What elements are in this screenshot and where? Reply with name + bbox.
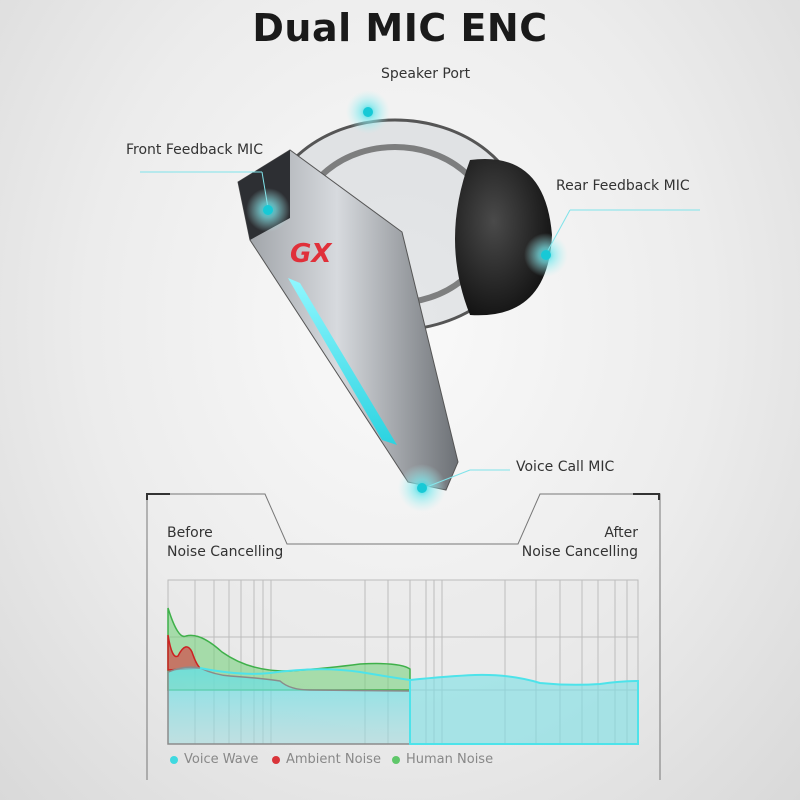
earbud-stem — [237, 149, 459, 491]
legend-ambient-noise: Ambient Noise — [272, 752, 381, 767]
voice-wave-dot-icon — [170, 755, 178, 764]
speaker-port-label: Speaker Port — [381, 66, 471, 82]
before-line2: Noise Cancelling — [167, 544, 284, 560]
after-line1: After — [604, 525, 638, 541]
human-noise-dot-icon — [392, 755, 400, 764]
legend-label: Voice Wave — [184, 752, 259, 767]
legend-voice-wave: Voice Wave — [170, 752, 258, 767]
led-light-strip — [288, 278, 397, 445]
ambient-noise-area — [167, 634, 202, 671]
gx-logo: GX — [290, 239, 333, 269]
ear-tip — [455, 158, 552, 316]
after-line2: Noise Cancelling — [521, 544, 638, 560]
human-noise-area — [167, 607, 411, 691]
legend-label: Human Noise — [406, 752, 494, 767]
frame — [146, 493, 661, 780]
voice-wave-after — [409, 673, 639, 745]
voice-wave-line-before — [199, 667, 411, 681]
front-feedback-mic-label: Front Feedback MIC — [126, 142, 263, 158]
before-label: Before Noise Cancelling — [167, 524, 283, 562]
before-line1: Before — [167, 525, 213, 541]
ambient-noise-dot-icon — [272, 755, 280, 764]
legend-label: Ambient Noise — [286, 752, 381, 767]
voice-call-mic-label: Voice Call MIC — [516, 459, 615, 475]
voice-wave-before — [167, 666, 411, 745]
page-title: Dual MIC ENC — [252, 6, 548, 50]
after-label: After Noise Cancelling — [522, 524, 638, 562]
legend-human-noise: Human Noise — [392, 752, 493, 767]
rear-feedback-mic-label: Rear Feedback MIC — [556, 178, 690, 194]
